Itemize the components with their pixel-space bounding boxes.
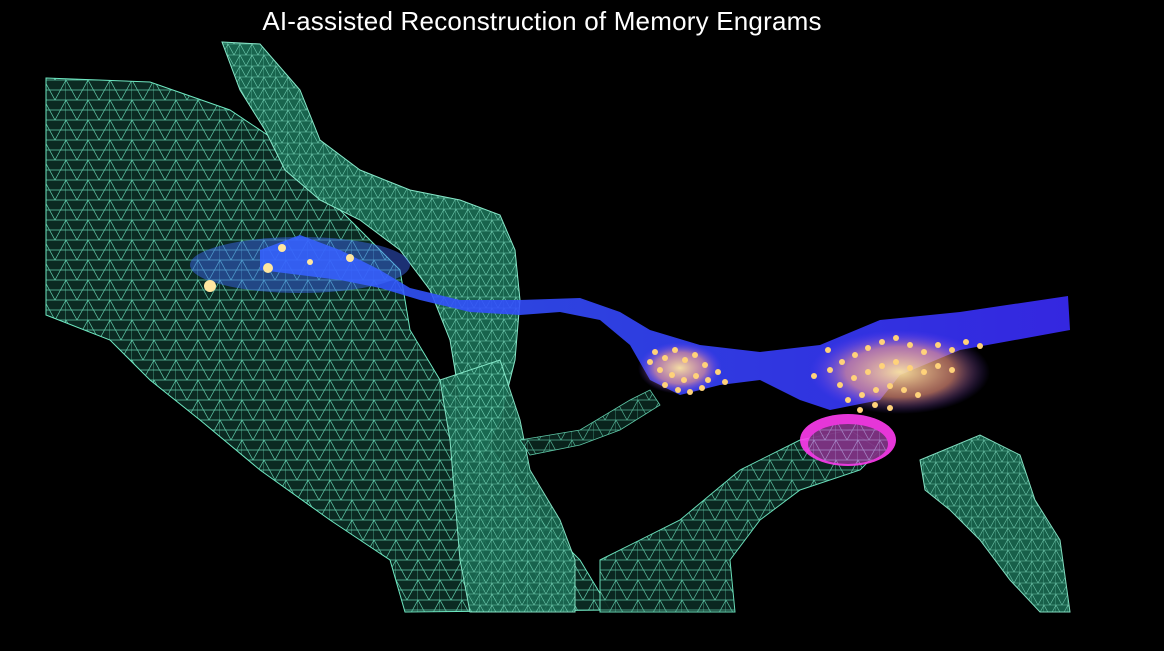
- video-title: AI-assisted Reconstruction of Memory Eng…: [262, 6, 822, 36]
- engram-cluster-middle: [638, 342, 728, 395]
- engram-spots-left: [204, 244, 354, 292]
- dendrite-mesh-thin-branch: [519, 389, 661, 456]
- dendrite-mesh-trunk: [439, 359, 576, 613]
- dendrite-mesh-right-fragment: [919, 434, 1071, 613]
- dendrite-mesh-lower-branch: [599, 429, 881, 613]
- engram-cluster-right: [810, 330, 990, 414]
- synapse-magenta-mesh: [808, 424, 888, 464]
- axon-glow-left: [190, 237, 410, 293]
